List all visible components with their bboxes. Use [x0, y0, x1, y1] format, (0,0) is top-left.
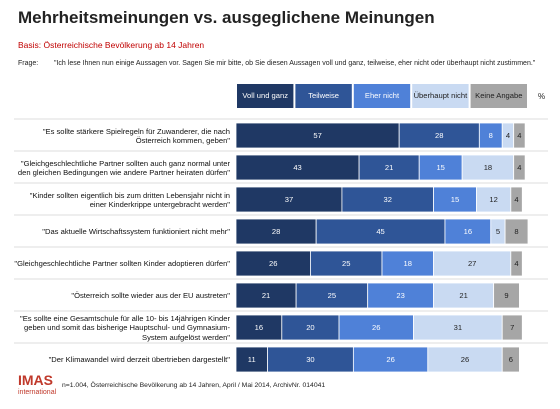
value-label: 4: [517, 163, 521, 172]
bar-segment: [510, 186, 523, 213]
value-label: 4: [514, 259, 518, 268]
bar-segment: [513, 154, 526, 181]
legend-swatch: [412, 84, 469, 108]
legend-label: Überhaupt nicht: [414, 91, 469, 100]
question-label: Frage:: [18, 60, 39, 67]
value-label: 18: [404, 259, 412, 268]
legend-swatch: [237, 84, 294, 108]
category-label: "Kinder sollten eigentlich bis zum dritt…: [29, 190, 230, 210]
bar-segment: [310, 250, 383, 277]
value-label: 27: [468, 259, 476, 268]
value-label: 4: [506, 131, 510, 140]
bar-segment: [235, 250, 311, 277]
legend-label: Keine Angabe: [475, 91, 522, 100]
footnote: n=1.004, Österreichische Bevölkerung ab …: [62, 382, 326, 389]
value-label: 26: [269, 259, 277, 268]
category-label: "Es sollte eine Gesamtschule für alle 10…: [20, 313, 230, 342]
legend-label: Voll und ganz: [242, 91, 288, 100]
bar-segment: [476, 186, 512, 213]
value-label: 25: [342, 259, 350, 268]
value-label: 26: [386, 355, 394, 364]
value-label: 45: [376, 227, 384, 236]
value-label: 31: [454, 323, 462, 332]
category-label: "Gleichgeschlechtliche Partner sollten K…: [14, 259, 230, 269]
legend-swatch: [470, 84, 527, 108]
bar-segment: [493, 282, 520, 309]
bar-segment: [295, 282, 369, 309]
value-label: 18: [484, 163, 492, 172]
value-label: 6: [509, 355, 513, 364]
bar-segment: [510, 250, 523, 277]
legend-swatch: [295, 84, 352, 108]
bar-segment: [235, 154, 360, 181]
legend-label: Teilweise: [308, 91, 339, 100]
value-label: 21: [385, 163, 393, 172]
category-label: "Es sollte stärkere Spielregeln für Zuwa…: [42, 126, 230, 146]
value-label: 4: [514, 195, 518, 204]
bar-segment: [398, 122, 480, 149]
category-label: "Das aktuelle Wirtschaftssystem funktion…: [42, 227, 230, 237]
bar-segment: [433, 282, 495, 309]
value-label: 8: [514, 227, 518, 236]
value-label: 26: [461, 355, 469, 364]
unit-header: %: [538, 92, 546, 101]
bar-segment: [358, 154, 420, 181]
logo-sub: international: [18, 389, 57, 396]
bar-segment: [235, 122, 400, 149]
value-label: 20: [306, 323, 314, 332]
bar-segment: [381, 250, 434, 277]
value-label: 28: [435, 131, 443, 140]
value-label: 12: [489, 195, 497, 204]
value-label: 25: [328, 291, 336, 300]
value-label: 5: [496, 227, 500, 236]
bar-segment: [235, 186, 343, 213]
bar-segment: [367, 282, 434, 309]
value-label: 57: [313, 131, 321, 140]
value-label: 21: [459, 291, 467, 300]
bar-segment: [235, 282, 297, 309]
value-label: 11: [248, 355, 256, 364]
value-label: 21: [262, 291, 270, 300]
value-label: 30: [306, 355, 314, 364]
bar-segment: [501, 346, 520, 373]
value-label: 32: [383, 195, 391, 204]
legend-swatch: [353, 84, 411, 108]
value-label: 9: [504, 291, 508, 300]
category-label: "Der Klimawandel wird derzeit übertriebe…: [48, 355, 230, 365]
subtitle: Basis: Österreichische Bevölkerung ab 14…: [18, 40, 205, 50]
bar-segment: [235, 314, 283, 341]
value-label: 28: [272, 227, 280, 236]
category-label: "Österreich sollte wieder aus der EU aus…: [71, 291, 230, 301]
bar-segment: [433, 186, 477, 213]
value-label: 8: [489, 131, 493, 140]
value-label: 26: [372, 323, 380, 332]
bar-segment: [315, 218, 446, 245]
value-label: 7: [510, 323, 514, 332]
bar-segment: [501, 314, 523, 341]
legend-label: Eher nicht: [365, 91, 400, 100]
bar-segment: [427, 346, 503, 373]
value-label: 23: [396, 291, 404, 300]
bar-segment: [235, 346, 268, 373]
chart-title: Mehrheitsmeinungen vs. ausgeglichene Mei…: [18, 8, 435, 27]
value-label: 16: [255, 323, 263, 332]
bar-segment: [341, 186, 434, 213]
value-label: 37: [285, 195, 293, 204]
value-label: 15: [451, 195, 459, 204]
value-label: 15: [436, 163, 444, 172]
question: "Ich lese Ihnen nun einige Aussagen vor.…: [54, 60, 536, 67]
value-label: 4: [517, 131, 521, 140]
category-label: "Gleichgeschlechtliche Partner sollten a…: [17, 158, 230, 178]
value-label: 16: [464, 227, 472, 236]
logo: IMAS: [18, 372, 53, 388]
bar-segment: [444, 218, 492, 245]
bar-segment: [504, 218, 529, 245]
value-label: 43: [293, 163, 301, 172]
bar-segment: [513, 122, 526, 149]
bar-segment: [267, 346, 354, 373]
